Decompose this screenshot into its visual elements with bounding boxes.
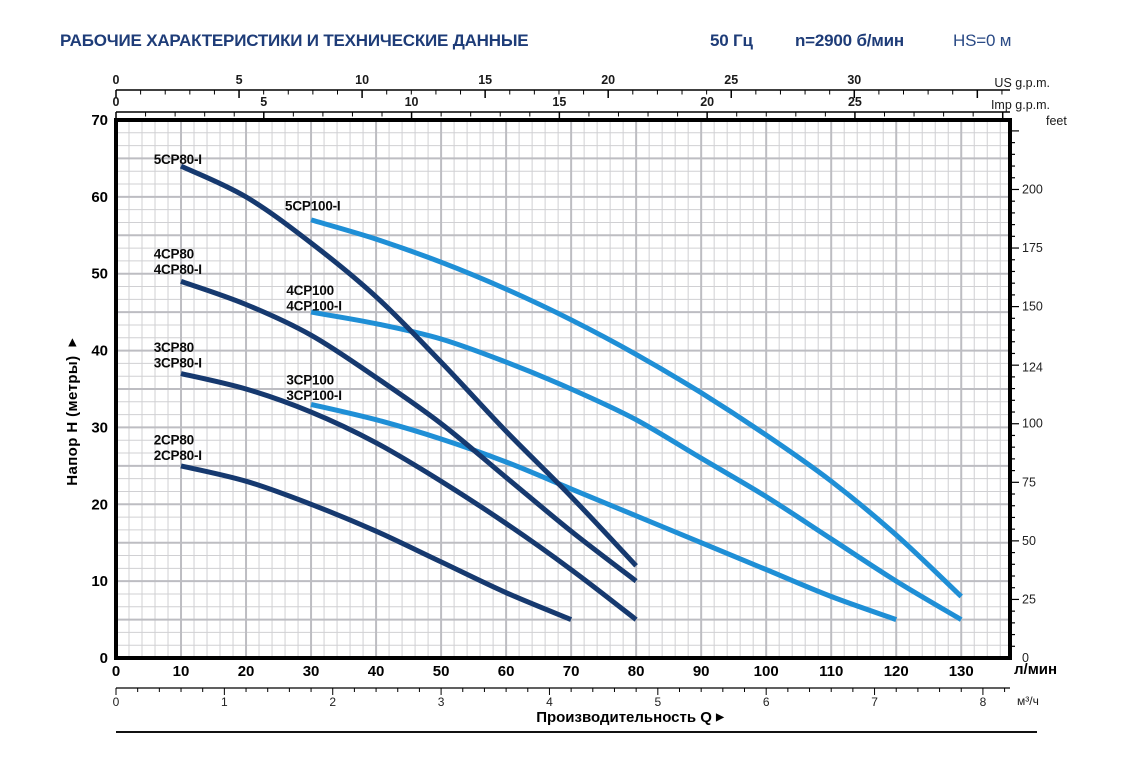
curve-label-3cp100-i: 3CP100-I	[286, 388, 341, 403]
curve-label-4cp100: 4CP100	[286, 283, 334, 298]
axis-us-gpm: 0 5 10 15 20 25 30	[113, 73, 1010, 98]
axis-unit-m3h: м³/ч	[1017, 694, 1039, 708]
svg-text:8: 8	[980, 695, 987, 709]
svg-text:40: 40	[368, 663, 385, 680]
curve-label-5cp100-i: 5CP100-I	[285, 199, 340, 214]
svg-text:80: 80	[628, 663, 645, 680]
curve-label-4cp80-i: 4CP80-I	[154, 262, 202, 277]
svg-text:20: 20	[238, 663, 255, 680]
svg-text:3: 3	[438, 695, 445, 709]
grid-major	[116, 120, 1010, 658]
svg-text:150: 150	[1022, 300, 1043, 314]
svg-text:5: 5	[654, 695, 661, 709]
curve-label-4cp80: 4CP80	[154, 246, 194, 261]
axis-unit-imp-gpm: Imp g.p.m.	[990, 98, 1050, 112]
svg-text:30: 30	[91, 419, 108, 436]
svg-text:0: 0	[112, 663, 120, 680]
svg-text:30: 30	[847, 73, 861, 87]
svg-text:100: 100	[754, 663, 779, 680]
svg-text:0: 0	[1022, 651, 1029, 665]
svg-text:6: 6	[763, 695, 770, 709]
svg-text:60: 60	[498, 663, 515, 680]
curve-label-5cp80-i: 5CP80-I	[154, 152, 202, 167]
frequency-value: 50 Гц	[710, 31, 753, 50]
curve-3cp80	[180, 371, 638, 622]
svg-text:1: 1	[221, 695, 228, 709]
svg-text:2: 2	[329, 695, 336, 709]
svg-text:50: 50	[1022, 534, 1036, 548]
curve-3cp100	[310, 401, 898, 622]
svg-text:4: 4	[546, 695, 553, 709]
axis-lpm: 0 10 20 30 40 50 60 70 80 90 100 110 120 130	[112, 663, 974, 680]
curve-5cp100-i	[310, 217, 963, 599]
right-arrow-icon: ▶	[716, 712, 724, 723]
curve-4cp80	[180, 279, 638, 584]
svg-text:90: 90	[693, 663, 710, 680]
svg-text:20: 20	[700, 95, 714, 109]
svg-text:15: 15	[478, 73, 492, 87]
svg-text:75: 75	[1022, 475, 1036, 489]
svg-text:70: 70	[91, 112, 108, 129]
svg-text:175: 175	[1022, 241, 1043, 255]
curve-label-2cp80-i: 2CP80-I	[154, 448, 202, 463]
curve-label-2cp80: 2CP80	[154, 432, 194, 447]
svg-text:10: 10	[91, 573, 108, 590]
suction-head-value: HS=0 м	[953, 31, 1012, 50]
curves	[179, 163, 963, 622]
svg-text:0: 0	[113, 73, 120, 87]
axis-m3h: 0 1 2 3 4 5 6 7 8	[113, 687, 1010, 709]
axis-imp-gpm: 0 5 10 15 20 25	[113, 95, 1010, 120]
curve-label-3cp80-i: 3CP80-I	[154, 356, 202, 371]
curve-5cp80-i	[179, 163, 638, 568]
svg-text:70: 70	[563, 663, 580, 680]
svg-text:0: 0	[113, 695, 120, 709]
curve-2cp80	[180, 463, 573, 622]
axis-head-m: 0 10 20 30 40 50 60 70	[91, 112, 108, 667]
curve-label-3cp80: 3CP80	[154, 340, 194, 355]
axis-unit-feet: feet	[1046, 114, 1067, 128]
svg-text:110: 110	[819, 663, 843, 680]
svg-text:50: 50	[91, 266, 108, 283]
axis-feet: 0 25 50 75 100 124 150 175 200	[1010, 130, 1043, 665]
svg-text:0: 0	[100, 650, 108, 667]
svg-text:0: 0	[113, 95, 120, 109]
x-axis-title: Производительность Q ▶	[536, 709, 724, 726]
svg-text:25: 25	[724, 73, 738, 87]
svg-text:120: 120	[884, 663, 909, 680]
svg-text:5: 5	[260, 95, 267, 109]
rotation-speed-value: n=2900 б/мин	[795, 31, 904, 50]
axis-unit-lpm: л/мин	[1014, 661, 1058, 678]
svg-text:7: 7	[871, 695, 878, 709]
svg-text:124: 124	[1022, 361, 1043, 375]
svg-text:60: 60	[91, 189, 108, 206]
curve-4cp100	[310, 309, 963, 622]
axis-unit-us-gpm: US g.p.m.	[994, 76, 1050, 90]
svg-text:50: 50	[433, 663, 450, 680]
page-title: РАБОЧИЕ ХАРАКТЕРИСТИКИ И ТЕХНИЧЕСКИЕ ДАН…	[60, 31, 529, 50]
footer-rule	[116, 731, 1037, 733]
svg-text:130: 130	[949, 663, 974, 680]
curve-label-4cp100-i: 4CP100-I	[286, 299, 341, 314]
svg-text:20: 20	[601, 73, 615, 87]
curve-label-3cp100: 3CP100	[286, 372, 334, 387]
svg-text:30: 30	[303, 663, 320, 680]
svg-text:40: 40	[91, 343, 108, 360]
svg-text:15: 15	[552, 95, 566, 109]
svg-text:10: 10	[405, 95, 419, 109]
svg-text:100: 100	[1022, 417, 1043, 431]
svg-text:25: 25	[1022, 592, 1036, 606]
svg-text:10: 10	[173, 663, 190, 680]
up-arrow-icon: ▶	[67, 338, 78, 347]
svg-text:10: 10	[355, 73, 369, 87]
svg-text:25: 25	[848, 95, 862, 109]
y-axis-title: Напор H (метры) ▶	[64, 338, 81, 486]
svg-text:5: 5	[236, 73, 243, 87]
svg-text:20: 20	[91, 496, 108, 513]
svg-text:200: 200	[1022, 182, 1043, 196]
